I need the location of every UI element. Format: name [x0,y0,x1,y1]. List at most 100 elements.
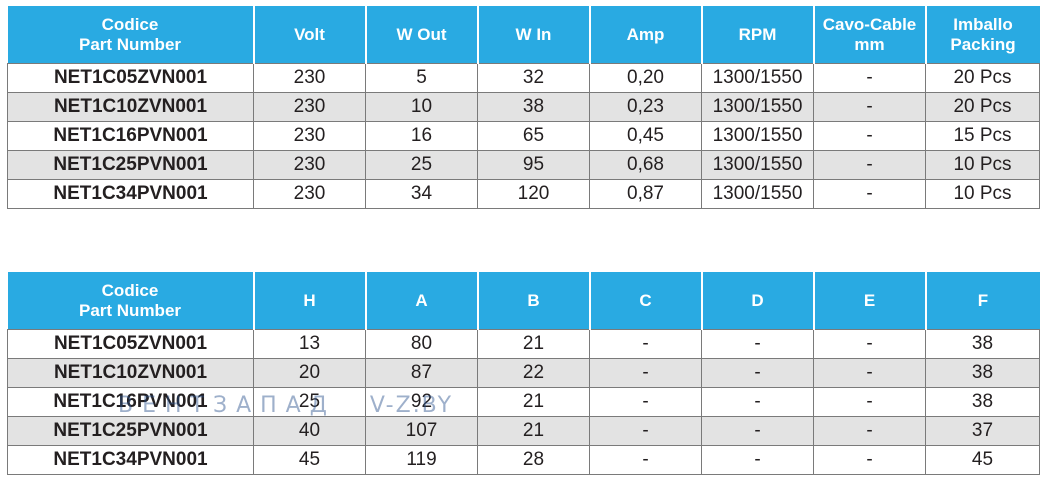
specifications-header-text: Packing [950,34,1016,54]
specifications-header-cell: Codice Part Number [7,6,254,64]
dimensions-header-text: F [977,290,989,310]
value-cell: - [813,121,926,151]
value-cell: 45 [253,445,366,475]
value-cell: 230 [253,63,366,93]
value-cell: - [813,63,926,93]
part-number-cell: NET1C34PVN001 [7,445,254,475]
value-cell: 38 [925,387,1040,417]
value-cell: - [701,416,814,446]
value-cell: 0,87 [589,179,702,209]
specifications-table: Codice Part Number Volt W Out W In Amp RPM Cavo… [7,6,1040,209]
value-cell: 92 [365,387,478,417]
value-cell: 95 [477,150,590,180]
specifications-header-text: Imballo [953,14,1013,34]
specifications-header-text: W In [515,24,552,44]
dimensions-header-text: H [303,290,316,310]
value-cell: - [701,358,814,388]
part-number-cell: NET1C16PVN001 [7,121,254,151]
specifications-header-cell: Amp [588,6,702,64]
value-cell: - [589,329,702,359]
value-cell: 0,68 [589,150,702,180]
value-cell: 1300/1550 [701,179,814,209]
dimensions-header-cell: A [364,272,478,330]
value-cell: 34 [365,179,478,209]
dimensions-header-cell: H [252,272,366,330]
dimensions-table-body: NET1C05ZVN001 13 80 21- - -38 NET1C10ZVN001 20 8… [7,329,1040,475]
value-cell: - [813,329,926,359]
specifications-header-cell: Imballo Packing [924,6,1040,64]
value-cell: - [813,92,926,122]
specifications-header-cell: W In [476,6,590,64]
table-row: NET1C25PVN001 230 25 95 0,68 1300/1550-10 Pcs [7,150,1040,180]
specifications-header-cell: Volt [252,6,366,64]
value-cell: 10 [365,92,478,122]
table-row: NET1C16PVN001 230 16 65 0,45 1300/1550-15 Pcs [7,121,1040,151]
specifications-header-text: Cavo-Cable [822,14,917,34]
value-cell: 230 [253,121,366,151]
dimensions-header-cell: F [924,272,1040,330]
value-cell: - [701,445,814,475]
part-number-cell: NET1C05ZVN001 [7,63,254,93]
specifications-header-cell: Cavo-Cable mm [812,6,926,64]
dimensions-header-cell: C [588,272,702,330]
dimensions-header-text: B [527,290,540,310]
value-cell: 20 Pcs [925,63,1040,93]
value-cell: 107 [365,416,478,446]
value-cell: - [813,416,926,446]
value-cell: - [589,416,702,446]
part-number-cell: NET1C16PVN001 [7,387,254,417]
value-cell: 119 [365,445,478,475]
value-cell: - [701,329,814,359]
value-cell: - [701,387,814,417]
value-cell: 5 [365,63,478,93]
value-cell: 13 [253,329,366,359]
value-cell: 21 [477,329,590,359]
specifications-table-body: NET1C05ZVN001 230 5 32 0,20 1300/1550-20 Pcs N… [7,63,1040,209]
value-cell: 38 [925,358,1040,388]
dimensions-header-text: C [639,290,652,310]
table-row: NET1C34PVN001 45 119 28- - -45 [7,445,1040,475]
value-cell: 25 [253,387,366,417]
value-cell: - [813,358,926,388]
part-number-cell: NET1C34PVN001 [7,179,254,209]
part-number-cell: NET1C10ZVN001 [7,92,254,122]
specifications-header-text: mm [854,34,885,54]
value-cell: 28 [477,445,590,475]
dimensions-header-text: Part Number [78,300,182,320]
dimensions-header-text: A [415,290,428,310]
dimensions-header-text: E [863,290,876,310]
value-cell: 38 [477,92,590,122]
table-row: NET1C05ZVN001 13 80 21- - -38 [7,329,1040,359]
value-cell: 1300/1550 [701,121,814,151]
value-cell: 10 Pcs [925,179,1040,209]
dimensions-header-cell: E [812,272,926,330]
value-cell: 230 [253,179,366,209]
value-cell: 20 Pcs [925,92,1040,122]
value-cell: 80 [365,329,478,359]
value-cell: 0,20 [589,63,702,93]
specifications-header-text: W Out [396,24,447,44]
specifications-table-header: Codice Part Number Volt W Out W In Amp RPM Cavo… [7,6,1040,64]
value-cell: - [589,387,702,417]
table-row: NET1C34PVN001 230 34 120 0,87 1300/1550-10 Pc… [7,179,1040,209]
value-cell: 21 [477,387,590,417]
value-cell: 16 [365,121,478,151]
value-cell: - [813,150,926,180]
table-row: NET1C10ZVN001 20 87 22- - -38 [7,358,1040,388]
part-number-cell: NET1C05ZVN001 [7,329,254,359]
specifications-header-text: Volt [294,24,325,44]
value-cell: 38 [925,329,1040,359]
value-cell: 65 [477,121,590,151]
dimensions-header-cell: D [700,272,814,330]
value-cell: 20 [253,358,366,388]
value-cell: 21 [477,416,590,446]
specifications-header-text: Codice [101,14,159,34]
value-cell: - [813,445,926,475]
specifications-header-text: Part Number [78,34,182,54]
value-cell: - [589,445,702,475]
table-row: NET1C16PVN001 25 92 21- - -38 [7,387,1040,417]
value-cell: 0,45 [589,121,702,151]
dimensions-header-cell: Codice Part Number [7,272,254,330]
table-row: NET1C25PVN001 40 107 21- - -37 [7,416,1040,446]
dimensions-header-text: Codice [101,280,159,300]
